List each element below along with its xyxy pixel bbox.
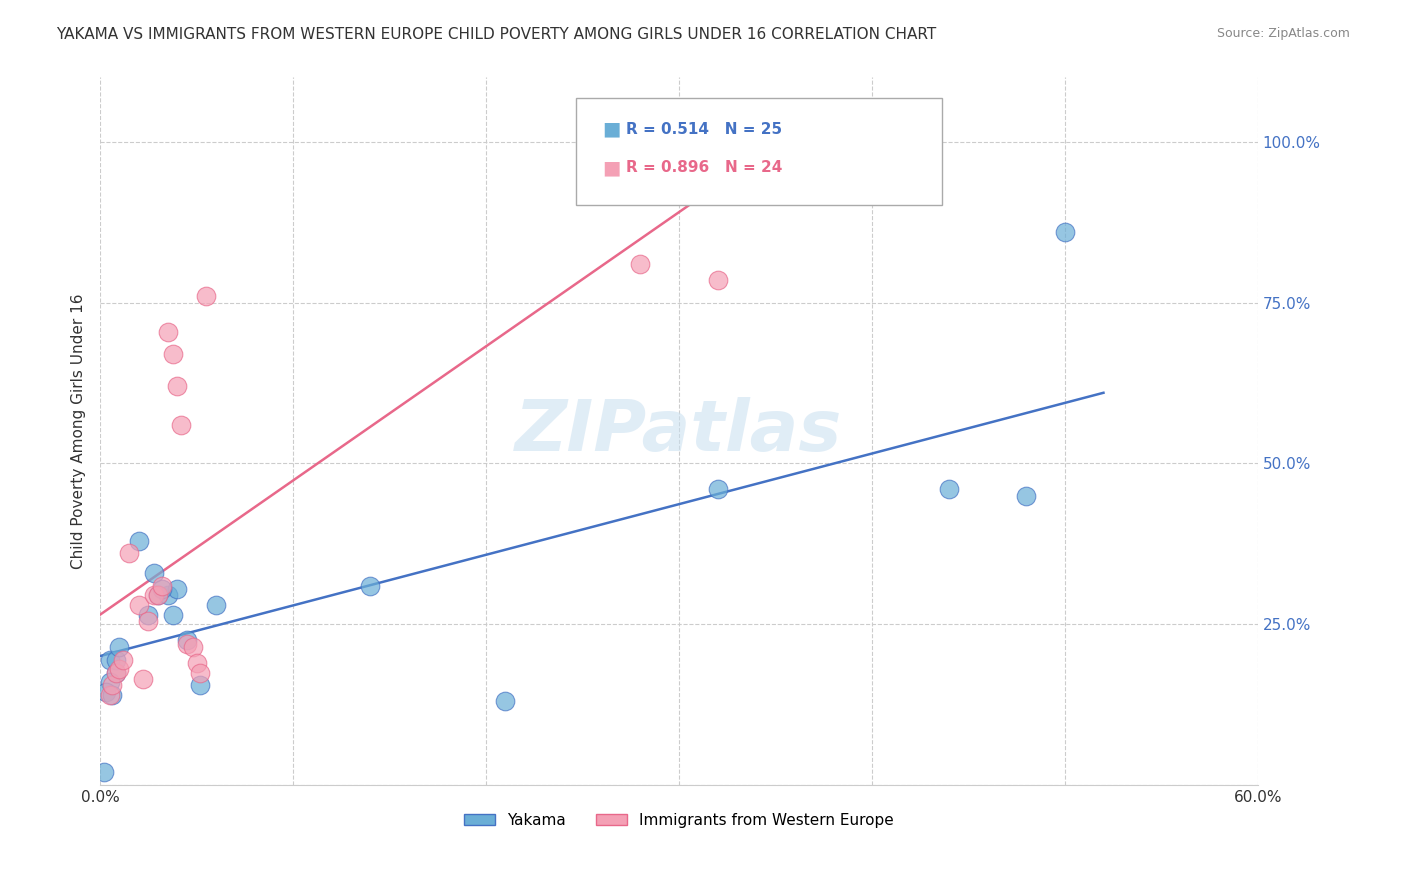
Point [706,273,728,287]
Point [176,636,198,650]
Point [143,566,166,580]
Point [162,607,184,622]
Point [166,582,188,596]
Point [190,678,212,692]
Point [128,533,150,548]
Point [938,482,960,496]
Point [150,582,173,596]
Point [181,640,204,654]
Text: Source: ZipAtlas.com: Source: ZipAtlas.com [1216,27,1350,40]
Point [494,694,516,708]
Point [100,678,122,692]
Text: R = 0.514   N = 25: R = 0.514 N = 25 [626,122,782,136]
Point [678,122,700,136]
Point [170,417,193,432]
Point [128,598,150,612]
Point [108,662,131,676]
Point [131,672,153,686]
Point [138,614,160,628]
Point [98,675,121,690]
Point [146,588,169,602]
Point [104,653,127,667]
Text: ■: ■ [602,158,620,178]
Point [706,482,728,496]
Point [118,547,141,561]
Point [628,257,651,271]
Point [108,640,131,654]
Y-axis label: Child Poverty Among Girls Under 16: Child Poverty Among Girls Under 16 [72,293,86,569]
Point [98,653,121,667]
Point [205,598,228,612]
Text: ZIPatlas: ZIPatlas [515,397,842,466]
Point [112,653,135,667]
Point [104,665,127,680]
Point [156,325,179,339]
Point [98,688,121,702]
Point [162,347,184,361]
Point [146,588,169,602]
Point [166,379,188,393]
Point [93,765,115,780]
Text: ■: ■ [602,120,620,139]
Point [195,289,218,303]
Point [138,607,160,622]
Point [150,579,173,593]
Point [156,588,179,602]
Point [186,656,208,670]
Point [359,579,381,593]
Point [1053,225,1076,239]
Point [1015,489,1038,503]
Point [100,688,122,702]
Point [94,685,117,699]
Point [104,665,127,680]
Point [176,633,198,648]
Text: R = 0.896   N = 24: R = 0.896 N = 24 [626,161,782,175]
Point [143,588,166,602]
Text: YAKAMA VS IMMIGRANTS FROM WESTERN EUROPE CHILD POVERTY AMONG GIRLS UNDER 16 CORR: YAKAMA VS IMMIGRANTS FROM WESTERN EUROPE… [56,27,936,42]
Point [190,665,212,680]
Legend: Yakama, Immigrants from Western Europe: Yakama, Immigrants from Western Europe [458,807,900,834]
